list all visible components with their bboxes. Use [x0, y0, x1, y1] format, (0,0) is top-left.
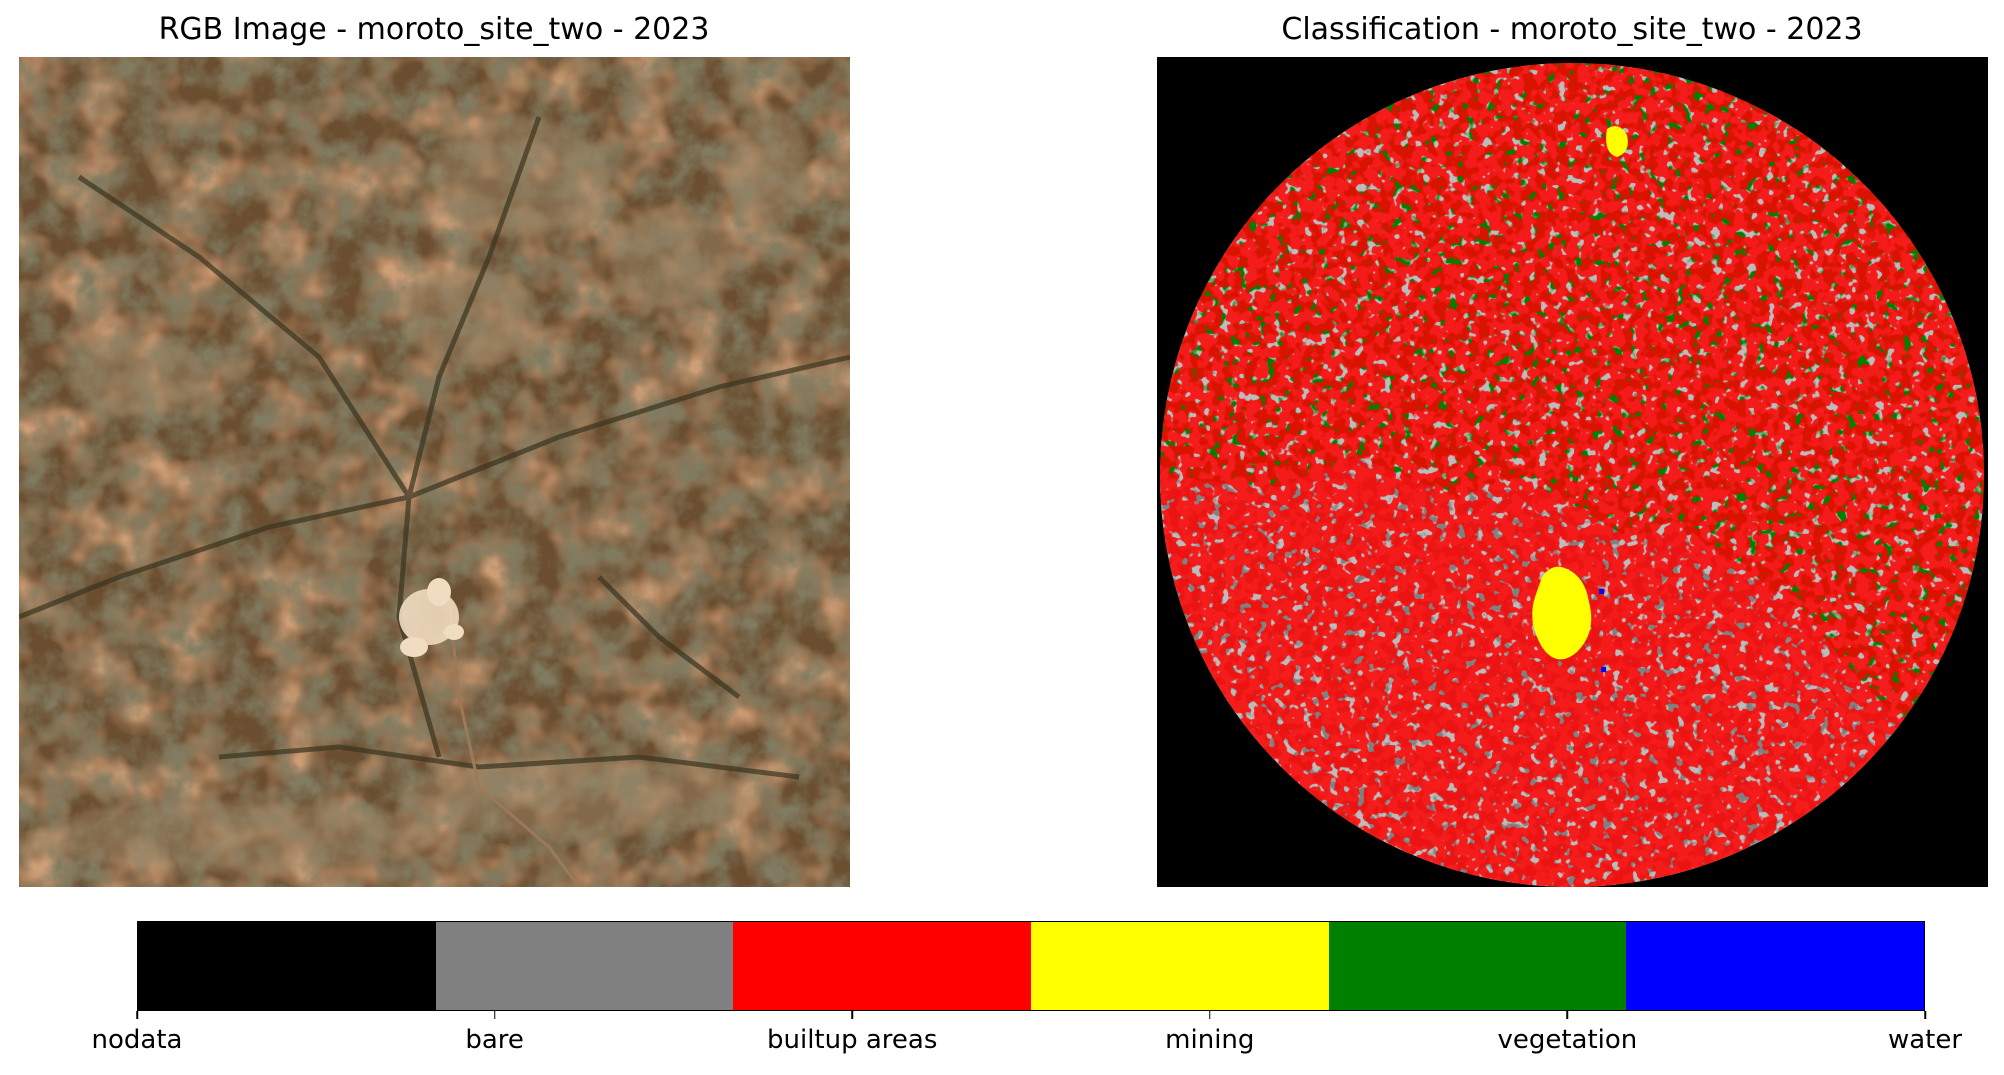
- colorbar-swatch-mining: [1031, 922, 1329, 1010]
- colorbar-swatch-nodata: [138, 922, 436, 1010]
- colorbar-swatch-water: [1626, 922, 1925, 1010]
- colorbar-label-nodata: nodata: [91, 1025, 183, 1055]
- classification-map: [1157, 57, 1988, 887]
- colorbar-tick: [1924, 1011, 1926, 1019]
- rgb-road: [447, 596, 581, 887]
- mining-area-north: [1606, 126, 1628, 157]
- colorbar-label-vegetation: vegetation: [1497, 1025, 1638, 1055]
- colorbar-tick: [1566, 1011, 1569, 1019]
- colorbar-tick: [493, 1011, 496, 1019]
- colorbar-label-water: water: [1887, 1025, 1963, 1055]
- colorbar-tick: [851, 1011, 853, 1019]
- classification-title: Classification - moroto_site_two - 2023: [1281, 12, 1863, 47]
- water-pixel: [1599, 589, 1604, 594]
- rgb-image-title: RGB Image - moroto_site_two - 2023: [158, 12, 710, 47]
- rgb-drainage-lines: [19, 116, 850, 780]
- rgb-light-soil-patches: [39, 107, 809, 872]
- mining-area: [1532, 566, 1592, 660]
- colorbar-swatch-vegetation: [1328, 922, 1627, 1010]
- rgb-satellite-image: [19, 57, 850, 887]
- rgb-mine-site: [399, 578, 464, 657]
- colorbar-label-mining: mining: [1165, 1025, 1255, 1055]
- colorbar-tick: [1209, 1011, 1211, 1019]
- colorbar-label-bare: bare: [465, 1025, 524, 1055]
- water-pixel: [1601, 667, 1606, 672]
- class-colorbar: [137, 921, 1925, 1011]
- builtup-speckles: [1160, 63, 1984, 887]
- colorbar-tick: [136, 1011, 138, 1019]
- colorbar-swatch-builtup-areas: [733, 922, 1032, 1010]
- colorbar-swatch-bare: [435, 922, 734, 1010]
- colorbar-label-builtup-areas: builtup areas: [766, 1025, 938, 1055]
